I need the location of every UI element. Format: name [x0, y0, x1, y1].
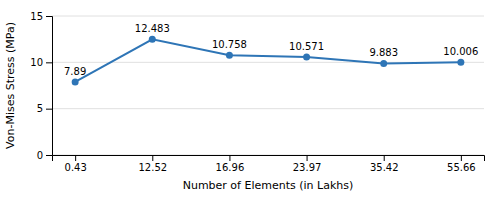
point	[303, 54, 310, 61]
tick-label: 5	[37, 103, 43, 114]
data-label: 12.483	[135, 23, 170, 34]
y-axis: 0 5 10 15	[30, 11, 52, 161]
tick: 35.42	[370, 155, 399, 173]
tick: 15	[30, 11, 52, 22]
x-axis-title: Number of Elements (in Lakhs)	[183, 179, 354, 192]
tick-label: 23.97	[293, 162, 322, 173]
data-label: 10.006	[443, 46, 478, 57]
tick-mark	[46, 155, 52, 156]
tick-label: 12.52	[138, 162, 167, 173]
tick: 55.66	[447, 155, 476, 173]
tick-mark	[461, 155, 462, 161]
point	[149, 36, 156, 43]
tick-mark	[75, 155, 76, 161]
tick: 10	[30, 57, 52, 68]
point	[380, 60, 387, 67]
tick-label: 0	[37, 150, 43, 161]
chart: 0 5 10 15 0.43 12.52 16.96 23.97 35.42 55.66 7.89 1…	[0, 0, 500, 197]
tick: 0.43	[65, 155, 87, 173]
tick-mark	[46, 62, 52, 63]
line	[75, 39, 461, 82]
tick-mark	[307, 155, 308, 161]
tick: 5	[37, 103, 52, 114]
tick-mark	[229, 155, 230, 161]
tick-mark	[46, 16, 52, 17]
data-label: 10.758	[212, 39, 247, 50]
x-axis: 0.43 12.52 16.96 23.97 35.42 55.66	[53, 155, 485, 173]
data-label: 10.571	[289, 41, 324, 52]
tick: 0	[37, 150, 52, 161]
tick-label: 15	[30, 11, 43, 22]
tick-mark	[46, 109, 52, 110]
marks	[72, 36, 465, 86]
grid-line	[52, 108, 484, 109]
axis-line	[46, 17, 53, 156]
point	[226, 52, 233, 59]
axis-line	[53, 156, 485, 162]
tick-label: 0.43	[65, 162, 87, 173]
tick-label: 55.66	[447, 162, 476, 173]
plot-area: 0 5 10 15 0.43 12.52 16.96 23.97 35.42 55.66 7.89 1…	[30, 11, 484, 173]
data-label: 7.89	[64, 66, 86, 77]
tick: 16.96	[216, 155, 245, 173]
y-axis-title: Von-Mises Stress (MPa)	[4, 22, 17, 149]
tick: 12.52	[138, 155, 167, 173]
point	[72, 78, 79, 85]
data-label: 9.883	[369, 47, 398, 58]
tick-label: 10	[30, 57, 43, 68]
point	[457, 59, 464, 66]
tick-label: 35.42	[370, 162, 399, 173]
grid	[52, 16, 484, 155]
tick-mark	[384, 155, 385, 161]
tick-label: 16.96	[216, 162, 245, 173]
tick: 23.97	[293, 155, 322, 173]
grid-line	[52, 16, 484, 17]
tick-mark	[152, 155, 153, 161]
data-labels: 7.89 12.483 10.758 10.571 9.883 10.006	[64, 23, 478, 77]
